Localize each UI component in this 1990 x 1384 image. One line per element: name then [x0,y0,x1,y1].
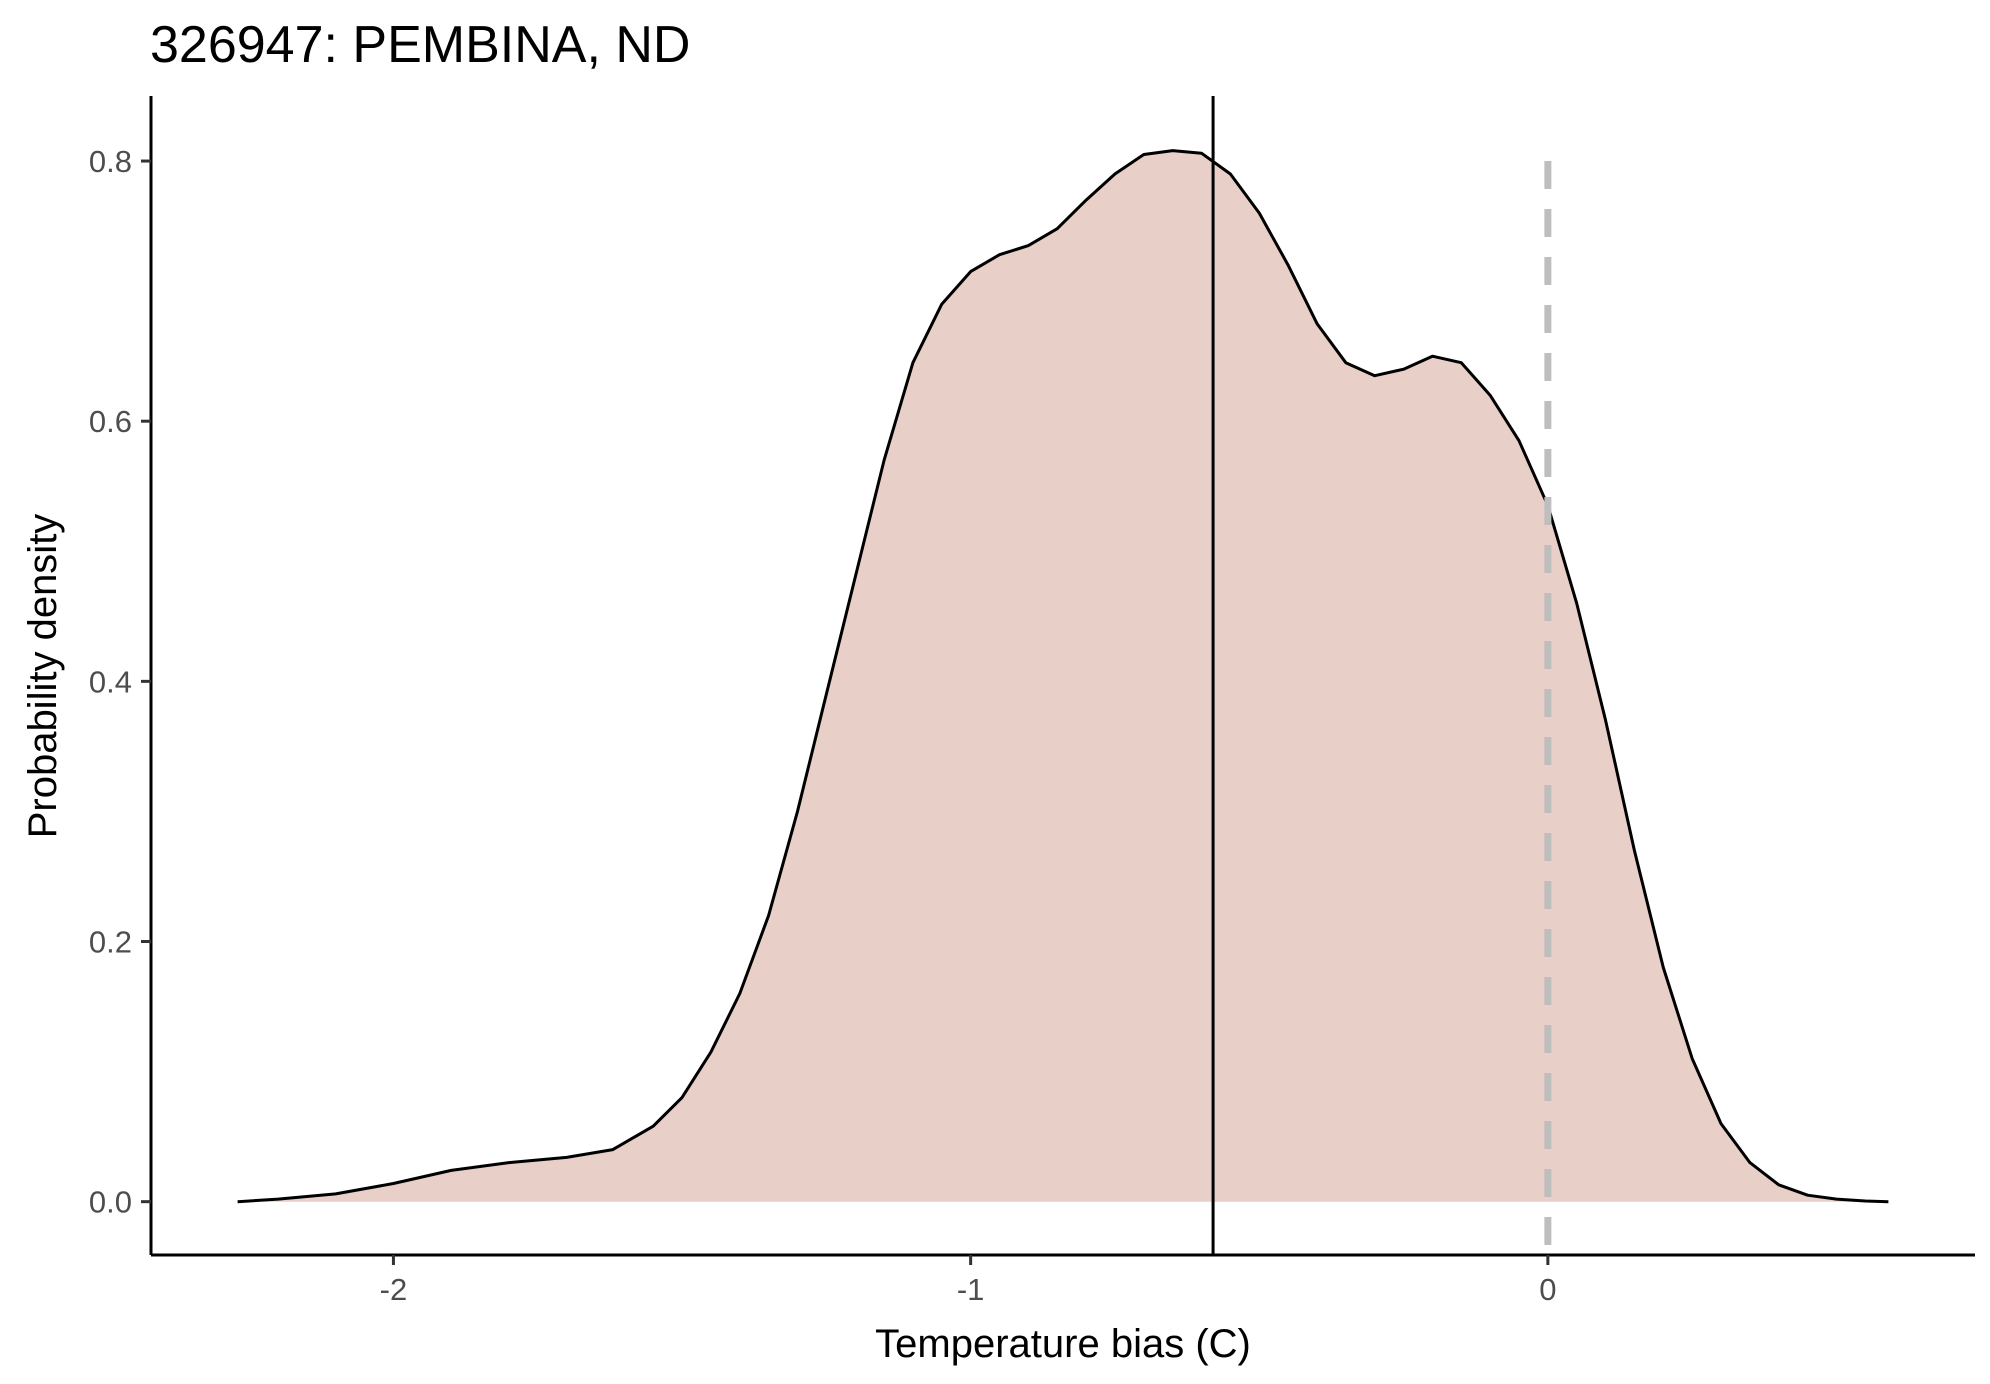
density-area-0 [237,150,1889,1202]
y-tick-label: 0.6 [89,404,132,439]
x-axis-ticks: -2 -1 0 [380,1255,1556,1307]
x-tick-label: -2 [380,1272,408,1307]
density-curve-0 [237,149,1889,1204]
y-tick-label: 0.0 [89,1185,132,1220]
chart-title: 326947: PEMBINA, ND [150,16,690,74]
y-axis-ticks: 0.0 0.2 0.4 0.6 0.8 [89,144,151,1220]
x-tick-label: -1 [957,1272,985,1307]
x-tick-label: 0 [1539,1272,1556,1307]
y-tick-label: 0.4 [89,664,132,699]
y-tick-label: 0.8 [89,144,132,179]
y-axis-title: Probability density [21,514,65,839]
plot-area [237,96,1889,1255]
y-tick-label: 0.2 [89,925,132,960]
x-axis-title: Temperature bias (C) [875,1322,1251,1366]
